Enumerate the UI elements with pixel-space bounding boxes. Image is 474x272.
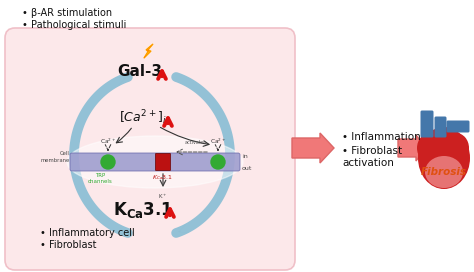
Text: Gal-3: Gal-3: [118, 64, 163, 79]
FancyBboxPatch shape: [70, 153, 240, 171]
Text: Ca$^{2+}$: Ca$^{2+}$: [100, 137, 116, 146]
Text: TRP
channels: TRP channels: [88, 173, 112, 184]
Ellipse shape: [417, 133, 443, 163]
FancyBboxPatch shape: [420, 110, 434, 138]
Circle shape: [101, 155, 115, 169]
Text: out: out: [242, 165, 252, 171]
Text: • Fibroblast
activation: • Fibroblast activation: [342, 146, 402, 168]
FancyBboxPatch shape: [5, 28, 295, 270]
Text: Cell
membrane: Cell membrane: [41, 152, 70, 163]
Text: activates: activates: [184, 140, 207, 145]
Text: • β-AR stimulation: • β-AR stimulation: [22, 8, 112, 18]
Text: • Inflammatory cell: • Inflammatory cell: [40, 228, 135, 238]
Text: $[Ca^{2+}]_i$: $[Ca^{2+}]_i$: [119, 109, 167, 127]
Text: Ca$^{2+}$: Ca$^{2+}$: [210, 137, 226, 146]
Text: • Pathological stimuli: • Pathological stimuli: [22, 20, 127, 30]
Circle shape: [211, 155, 225, 169]
Polygon shape: [144, 44, 153, 58]
FancyArrow shape: [292, 133, 334, 163]
FancyBboxPatch shape: [155, 153, 171, 171]
Text: • Fibroblast: • Fibroblast: [40, 240, 97, 250]
FancyBboxPatch shape: [447, 120, 470, 132]
FancyBboxPatch shape: [435, 116, 447, 138]
Text: $\mathbf{K_{Ca}3.1}$: $\mathbf{K_{Ca}3.1}$: [113, 200, 173, 220]
Text: Fibrosis: Fibrosis: [421, 167, 467, 177]
Ellipse shape: [443, 133, 469, 163]
Text: in: in: [242, 154, 248, 159]
FancyArrow shape: [398, 135, 426, 161]
Ellipse shape: [67, 136, 243, 188]
Text: K$^+$: K$^+$: [158, 192, 168, 201]
Text: • Inflammation: • Inflammation: [342, 132, 421, 142]
Ellipse shape: [418, 127, 470, 189]
Ellipse shape: [425, 156, 463, 188]
Text: $K_{Ca}3.1$: $K_{Ca}3.1$: [152, 173, 173, 182]
